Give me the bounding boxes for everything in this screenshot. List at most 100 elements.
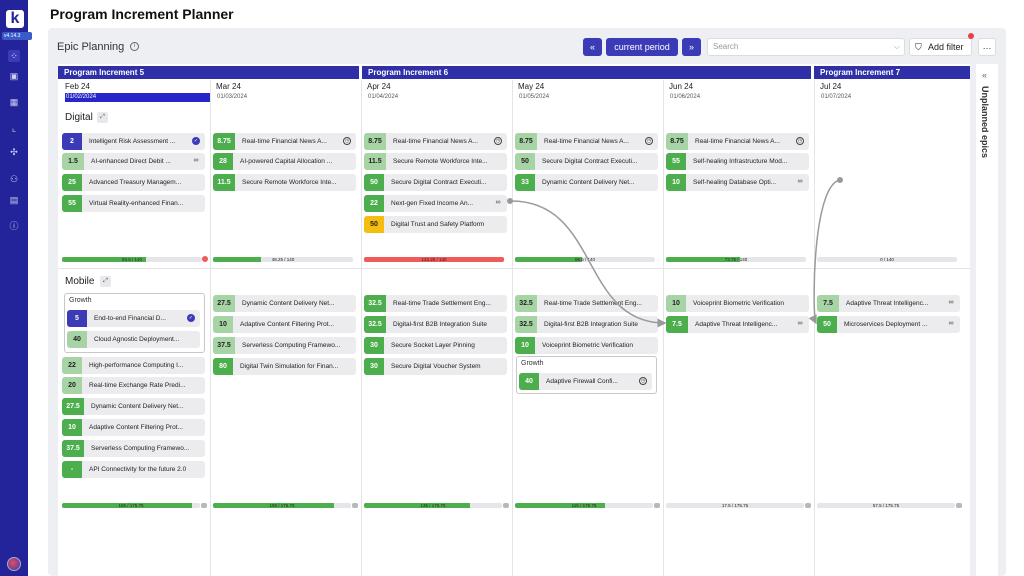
info-icon[interactable]: i (130, 42, 139, 51)
team-icon[interactable]: ⚇ (9, 174, 19, 184)
capacity-fill (515, 503, 605, 508)
org-icon[interactable]: ⁘ (8, 50, 20, 62)
link-icon[interactable]: ∞ (797, 178, 803, 185)
epic-card[interactable]: 37.5 Serverless Computing Framewo... (213, 337, 356, 354)
app-logo[interactable]: k (6, 10, 24, 28)
epic-card[interactable]: 1.5 AI-enhanced Direct Debit ... ∞ (62, 153, 205, 170)
epic-card[interactable]: 11.5 Secure Remote Workforce Inte... (213, 174, 356, 191)
increment-header: Program Increment 6 (362, 66, 811, 79)
epic-card[interactable]: 22 High-performance Computing I... (62, 357, 205, 374)
epic-card[interactable]: 27.5 Dynamic Content Delivery Net... (62, 398, 205, 415)
story-points: 37.5 (62, 440, 84, 457)
story-points: 30 (364, 358, 384, 375)
epic-card[interactable]: 5 End-to-end Financial D... ✓ (67, 310, 200, 327)
epic-card[interactable]: 50 Secure Digital Contract Executi... (515, 153, 658, 170)
epic-card[interactable]: 8.75 Real-time Financial News A... ◷ (213, 133, 356, 150)
epic-card[interactable]: 28 AI-powered Capital Allocation ... (213, 153, 356, 170)
link-icon[interactable]: ∞ (797, 320, 803, 327)
epic-card[interactable]: 10 Self-healing Database Opti... ∞ (666, 174, 809, 191)
story-points: 27.5 (62, 398, 84, 415)
calendar-icon[interactable]: ▦ (9, 97, 19, 107)
puzzle-icon[interactable]: ✣ (10, 147, 18, 157)
epic-card[interactable]: 80 Digital Twin Simulation for Finan... (213, 358, 356, 375)
unplanned-epics-panel[interactable]: « Unplanned epics (976, 64, 998, 576)
epic-title: Virtual Reality-enhanced Finan... (89, 200, 184, 207)
epic-card[interactable]: 10 Adaptive Content Filtering Prot... (213, 316, 356, 333)
story-points: 30 (364, 337, 384, 354)
epic-card[interactable]: 25 Advanced Treasury Managem... (62, 174, 205, 191)
capacity-label: 73.75 / 140 (724, 257, 748, 262)
next-period-button[interactable]: » (682, 38, 701, 56)
epic-card[interactable]: - API Connectivity for the future 2.0 (62, 461, 205, 478)
avatar[interactable] (7, 557, 21, 571)
epic-card[interactable]: 20 Real-time Exchange Rate Predi... (62, 377, 205, 394)
epic-card[interactable]: 55 Self-healing Infrastructure Mod... (666, 153, 809, 170)
epic-card[interactable]: 30 Secure Digital Voucher System (364, 358, 507, 375)
building-icon[interactable]: ▤ (9, 195, 19, 205)
epic-card[interactable]: 55 Virtual Reality-enhanced Finan... (62, 195, 205, 212)
epic-card[interactable]: 7.5 Adaptive Threat Intelligenc... ∞ (666, 316, 809, 333)
info-icon[interactable]: ⓘ (9, 221, 19, 231)
epic-card[interactable]: 22 Next-gen Fixed Income An... ∞ (364, 195, 507, 212)
epic-title: Real-time Trade Settlement Eng... (544, 300, 642, 307)
capacity-label: 57.5 / 175.75 (872, 503, 900, 508)
capacity-fill (62, 503, 192, 508)
current-period-button[interactable]: current period (606, 38, 678, 56)
sidebar: k v4.14.3 ⁘ ▣ ▦ ⌞ ✣ ⚇ ▤ ⓘ (0, 0, 32, 576)
box-icon[interactable]: ▣ (9, 71, 19, 81)
add-filter-button[interactable]: ⛉ Add filter (909, 38, 972, 56)
search-input[interactable]: Search ⌵ (707, 38, 905, 56)
epic-card[interactable]: 8.75 Real-time Financial News A... ◷ (515, 133, 658, 150)
epic-card[interactable]: 30 Secure Socket Layer Pinning (364, 337, 507, 354)
epic-card[interactable]: 32.5 Real-time Trade Settlement Eng... (364, 295, 507, 312)
more-button[interactable]: … (978, 38, 996, 56)
expand-icon[interactable]: ⤢ (100, 276, 111, 287)
epic-card[interactable]: 10 Adaptive Content Filtering Prot... (62, 419, 205, 436)
dependency-arrow[interactable] (509, 200, 667, 328)
epic-card[interactable]: 11.5 Secure Remote Workforce Inte... (364, 153, 507, 170)
epic-card[interactable]: 50 Microservices Deployment ... ∞ (817, 316, 960, 333)
clock-icon[interactable]: ◷ (796, 137, 804, 145)
epic-card[interactable]: 50 Digital Trust and Safety Platform (364, 216, 507, 233)
link-icon[interactable]: ∞ (948, 299, 954, 306)
epic-card[interactable]: 32.5 Digital-first B2B Integration Suite (364, 316, 507, 333)
capacity-bar: 83.5 / 140 (62, 257, 202, 262)
add-filter-label: Add filter (928, 42, 964, 52)
check-icon[interactable]: ✓ (192, 137, 200, 145)
epic-card[interactable]: 10 Voiceprint Biometric Verification (515, 337, 658, 354)
column-divider (663, 80, 664, 576)
epic-card[interactable]: 33 Dynamic Content Delivery Net... (515, 174, 658, 191)
epic-title: Real-time Financial News A... (695, 138, 780, 145)
epic-card[interactable]: 8.75 Real-time Financial News A... ◷ (666, 133, 809, 150)
epic-card[interactable]: 40 Adaptive Firewall Confi... ◷ (519, 373, 652, 390)
epic-card[interactable]: 27.5 Dynamic Content Delivery Net... (213, 295, 356, 312)
chart-icon[interactable]: ⌞ (11, 123, 17, 133)
clock-icon[interactable]: ◷ (494, 137, 502, 145)
link-icon[interactable]: ∞ (193, 157, 199, 164)
epic-card[interactable]: 10 Voiceprint Biometric Verification (666, 295, 809, 312)
link-icon[interactable]: ∞ (495, 199, 501, 206)
story-points: 50 (515, 153, 535, 170)
previous-period-button[interactable]: « (583, 38, 602, 56)
epic-card[interactable]: 32.5 Digital-first B2B Integration Suite (515, 316, 658, 333)
epic-card[interactable]: 50 Secure Digital Contract Executi... (364, 174, 507, 191)
epic-card[interactable]: 37.5 Serverless Computing Framewo... (62, 440, 205, 457)
group-label: Growth (521, 360, 544, 367)
clock-icon[interactable]: ◷ (343, 137, 351, 145)
epic-card[interactable]: 40 Cloud Agnostic Deployment... (67, 331, 200, 348)
story-points: 10 (666, 174, 686, 191)
collapse-icon[interactable]: « (982, 70, 988, 80)
epic-title: Adaptive Firewall Confi... (546, 378, 618, 385)
expand-icon[interactable]: ⤢ (97, 112, 108, 123)
chevron-down-icon[interactable]: ⌵ (893, 42, 900, 51)
dependency-arrow[interactable] (808, 179, 841, 325)
increment-header: Program Increment 7 (814, 66, 970, 79)
epic-card[interactable]: 2 Intelligent Risk Assessment ... ✓ (62, 133, 205, 150)
clock-icon[interactable]: ◷ (645, 137, 653, 145)
epic-card[interactable]: 8.75 Real-time Financial News A... ◷ (364, 133, 507, 150)
clock-icon[interactable]: ◷ (639, 377, 647, 385)
check-icon[interactable]: ✓ (187, 314, 195, 322)
epic-card[interactable]: 7.5 Adaptive Threat Intelligenc... ∞ (817, 295, 960, 312)
link-icon[interactable]: ∞ (948, 320, 954, 327)
month-label: Mar 24 (216, 82, 241, 91)
